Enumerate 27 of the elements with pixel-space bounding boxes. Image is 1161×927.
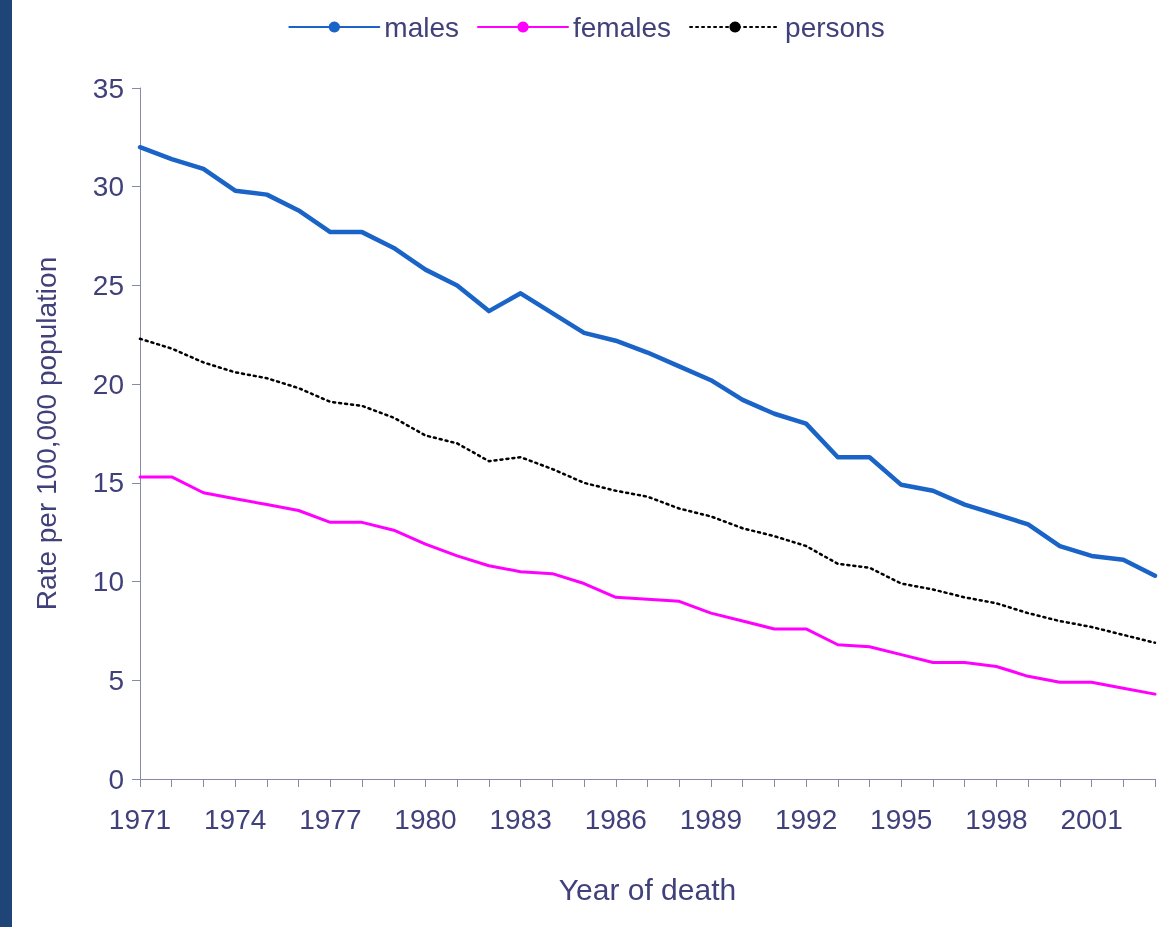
y-tick-label: 15 (92, 467, 124, 499)
line-series (138, 475, 1157, 696)
y-axis-title: Rate per 100,000 population (30, 256, 62, 611)
y-tick-label: 20 (92, 368, 124, 400)
y-tick-label: 10 (92, 566, 124, 598)
x-tick-label: 1974 (204, 803, 267, 835)
line-series (137, 144, 1158, 578)
x-tick-label: 1983 (489, 803, 552, 835)
y-tick-label: 25 (92, 269, 124, 301)
y-tick-label: 30 (92, 171, 124, 203)
legend-label: males (384, 11, 460, 43)
x-tick-label: 1977 (299, 803, 362, 835)
x-tick-label: 1992 (774, 803, 838, 835)
x-tick-label: 1998 (965, 803, 1028, 835)
x-tick-label: 1971 (108, 803, 172, 835)
legend-label: persons (785, 11, 885, 43)
legend-label: females (573, 11, 672, 43)
y-tick-label: 35 (92, 72, 124, 104)
line-series (138, 337, 1157, 645)
y-tick-label: 5 (108, 664, 124, 696)
x-axis-title: Year of death (558, 872, 737, 906)
x-tick-label: 1986 (584, 803, 647, 835)
x-tick-label: 1980 (394, 803, 457, 835)
y-tick-label: 0 (108, 763, 124, 795)
x-tick-label: 1995 (870, 803, 933, 835)
x-tick-label: 1989 (679, 803, 743, 835)
x-tick-label: 2001 (1060, 803, 1123, 835)
